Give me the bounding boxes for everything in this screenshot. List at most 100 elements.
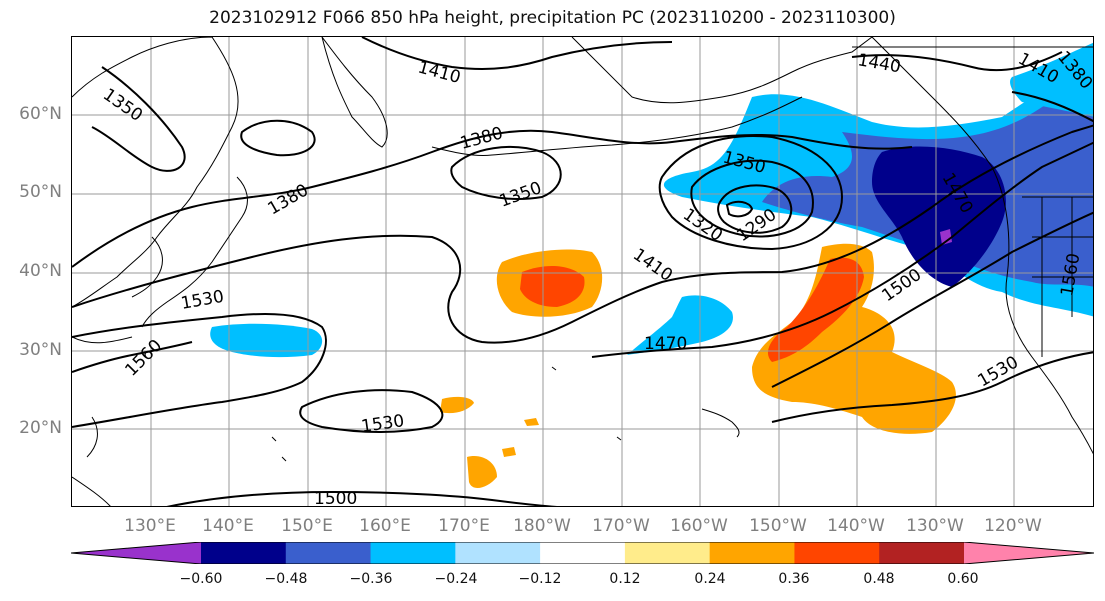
contour-label: 1470 [644,334,687,354]
map-title: 2023102912 F066 850 hPa height, precipit… [209,8,896,28]
contour-1380-main [72,129,913,268]
lon-label-160e: 160°E [359,516,411,536]
contour-1380-west [240,119,316,157]
colorbar-extension-low [71,542,201,564]
contour-label: 1380 [265,180,312,219]
contour-1350-nw [91,66,186,172]
contour-label: 1500 [314,489,357,507]
contour-label: 1440 [856,50,902,77]
contour-1410-ne [1011,91,1093,123]
lon-label-120w: 120°W [984,516,1042,536]
colorbar-segment [201,542,287,564]
colorbar-tick-label: −0.48 [264,571,308,587]
colorbar-tick-label: −0.12 [518,571,562,587]
colorbar [71,542,1094,564]
coastline-east-asia [72,37,239,308]
colorbar-tick-label: 0.60 [947,571,979,587]
precip-region-hawaii-red [767,257,864,362]
contour-1500-bottom [166,490,557,506]
lat-label-40n: 40°N [19,261,62,281]
coastlines [72,37,1093,506]
colorbar-segments [71,542,1094,564]
colorbar-segment [540,542,626,564]
contour-label: 1410 [416,58,463,89]
coastline-aleutians [431,96,803,156]
lon-label-140w: 140°W [827,516,885,536]
lon-label-140e: 140°E [202,516,254,536]
coastline-japan [141,176,248,328]
colorbar-segment [455,542,541,564]
lon-label-160w: 160°W [670,516,728,536]
colorbar-tick-label: 0.24 [694,571,726,587]
colorbar-segment [285,542,372,564]
colorbar-tick-label: 0.36 [778,571,810,587]
precip-region-south-patch3 [524,418,539,426]
colorbar-tick-label: 0.12 [609,571,641,587]
contour-label: 1560 [121,336,166,381]
coastline-us-states [1032,197,1093,357]
colorbar-tick-label: −0.24 [434,571,478,587]
contour-1530-east [771,351,1093,423]
coastline-canada-border [852,46,1093,198]
lon-label-130e: 130°E [124,516,176,536]
lat-label-20n: 20°N [19,418,62,438]
lat-label-60n: 60°N [19,104,62,124]
precip-region-dateline-red [520,265,585,307]
lon-label-170w: 170°W [592,516,650,536]
contour-label: 1530 [179,287,225,314]
lon-label-150e: 150°E [281,516,333,536]
contour-label: 1350 [497,178,544,212]
coastline-korea [131,236,163,298]
contour-1560-west [72,341,193,373]
coastline-n-america [871,37,1093,455]
precip-region-purple [940,229,952,245]
lat-label-50n: 50°N [19,182,62,202]
contour-1530-south [299,389,444,433]
precip-region-ne-pacific-dark [872,146,1006,287]
contour-1350-low-east [658,135,844,251]
contour-1500-east [771,211,1093,388]
colorbar-tick-label: −0.36 [349,571,393,587]
precip-region-south-patch4 [502,447,516,457]
coastline-islands [271,366,622,462]
height-contours [72,37,1093,506]
coastline-china-south [72,336,133,506]
colorbar-extension-high [964,542,1094,564]
contour-1470-east [591,141,1093,358]
coastline-alaska [571,37,873,104]
precip-region-w-pacific [210,323,323,358]
lon-label-150w: 150°W [749,516,807,536]
precip-region-hawaii-orange [752,243,956,434]
precip-shading [210,42,1093,489]
precip-region-central [627,295,733,355]
colorbar-segment [370,542,456,564]
colorbar-tick-label: −0.60 [179,571,223,587]
colorbar-segment [794,542,880,564]
colorbar-tick-label: 0.48 [863,571,895,587]
contour-1320-low [690,159,814,238]
contour-1440-top [851,51,1063,72]
contour-label: 1530 [975,352,1022,391]
precip-region-coast-blue [1010,42,1093,117]
precip-region-south-patch1 [440,396,474,414]
contour-1470-mid [72,313,327,428]
lon-label-180w: 180°W [513,516,571,536]
lon-label-170e: 170°E [438,516,490,536]
map-canvas: 1350 1410 1440 1410 1380 1380 1350 1350 … [72,37,1093,507]
contour-1410-north [361,37,673,70]
contour-label: 1530 [360,411,406,437]
colorbar-segment [879,542,965,564]
coastline-kamchatka [321,37,388,148]
contour-1350-low-west [450,146,562,200]
coastline-hawaii [701,408,740,438]
lat-label-30n: 30°N [19,340,62,360]
precip-region-south-patch2 [467,456,497,489]
contour-1290-low [717,184,793,234]
colorbar-segment [624,542,711,564]
colorbar-segment [709,542,795,564]
contour-1260-low [725,200,754,218]
contour-1410-mid [72,124,1093,344]
map-panel: 1350 1410 1440 1410 1380 1380 1350 1350 … [71,36,1094,507]
lon-label-130w: 130°W [906,516,964,536]
contour-label: 1350 [99,85,146,126]
